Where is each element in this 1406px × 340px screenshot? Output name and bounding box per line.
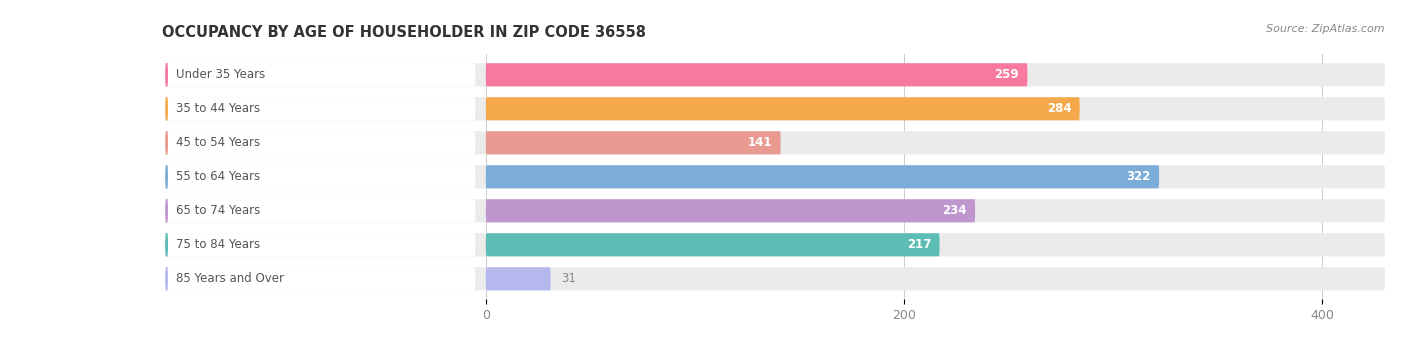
- Text: 234: 234: [942, 204, 967, 217]
- Text: 141: 141: [748, 136, 772, 149]
- FancyBboxPatch shape: [166, 131, 1385, 154]
- FancyBboxPatch shape: [166, 165, 1385, 188]
- FancyBboxPatch shape: [166, 63, 475, 86]
- FancyBboxPatch shape: [486, 63, 1028, 86]
- FancyBboxPatch shape: [486, 165, 1159, 188]
- Text: 322: 322: [1126, 170, 1150, 183]
- Text: 35 to 44 Years: 35 to 44 Years: [176, 102, 260, 115]
- Circle shape: [166, 199, 167, 222]
- Text: 75 to 84 Years: 75 to 84 Years: [176, 238, 260, 251]
- Circle shape: [166, 165, 167, 188]
- Circle shape: [166, 63, 167, 86]
- Text: 31: 31: [561, 272, 576, 285]
- FancyBboxPatch shape: [166, 97, 1385, 120]
- FancyBboxPatch shape: [166, 199, 475, 222]
- FancyBboxPatch shape: [486, 131, 780, 154]
- Text: Source: ZipAtlas.com: Source: ZipAtlas.com: [1267, 24, 1385, 34]
- FancyBboxPatch shape: [166, 267, 1385, 290]
- Text: 217: 217: [907, 238, 931, 251]
- FancyBboxPatch shape: [486, 199, 976, 222]
- Circle shape: [166, 97, 167, 120]
- FancyBboxPatch shape: [166, 165, 475, 188]
- FancyBboxPatch shape: [166, 131, 475, 154]
- Text: 85 Years and Over: 85 Years and Over: [176, 272, 284, 285]
- FancyBboxPatch shape: [486, 233, 939, 256]
- FancyBboxPatch shape: [486, 97, 1080, 120]
- FancyBboxPatch shape: [166, 63, 1385, 86]
- Text: 284: 284: [1046, 102, 1071, 115]
- Text: Under 35 Years: Under 35 Years: [176, 68, 264, 81]
- FancyBboxPatch shape: [486, 267, 551, 290]
- Circle shape: [166, 131, 167, 154]
- FancyBboxPatch shape: [166, 233, 475, 256]
- Text: OCCUPANCY BY AGE OF HOUSEHOLDER IN ZIP CODE 36558: OCCUPANCY BY AGE OF HOUSEHOLDER IN ZIP C…: [162, 25, 645, 40]
- FancyBboxPatch shape: [166, 233, 1385, 256]
- FancyBboxPatch shape: [166, 97, 475, 120]
- Text: 55 to 64 Years: 55 to 64 Years: [176, 170, 260, 183]
- Text: 45 to 54 Years: 45 to 54 Years: [176, 136, 260, 149]
- Text: 65 to 74 Years: 65 to 74 Years: [176, 204, 260, 217]
- Text: 259: 259: [994, 68, 1019, 81]
- FancyBboxPatch shape: [166, 199, 1385, 222]
- FancyBboxPatch shape: [166, 267, 475, 290]
- Circle shape: [166, 267, 167, 290]
- Circle shape: [166, 233, 167, 256]
